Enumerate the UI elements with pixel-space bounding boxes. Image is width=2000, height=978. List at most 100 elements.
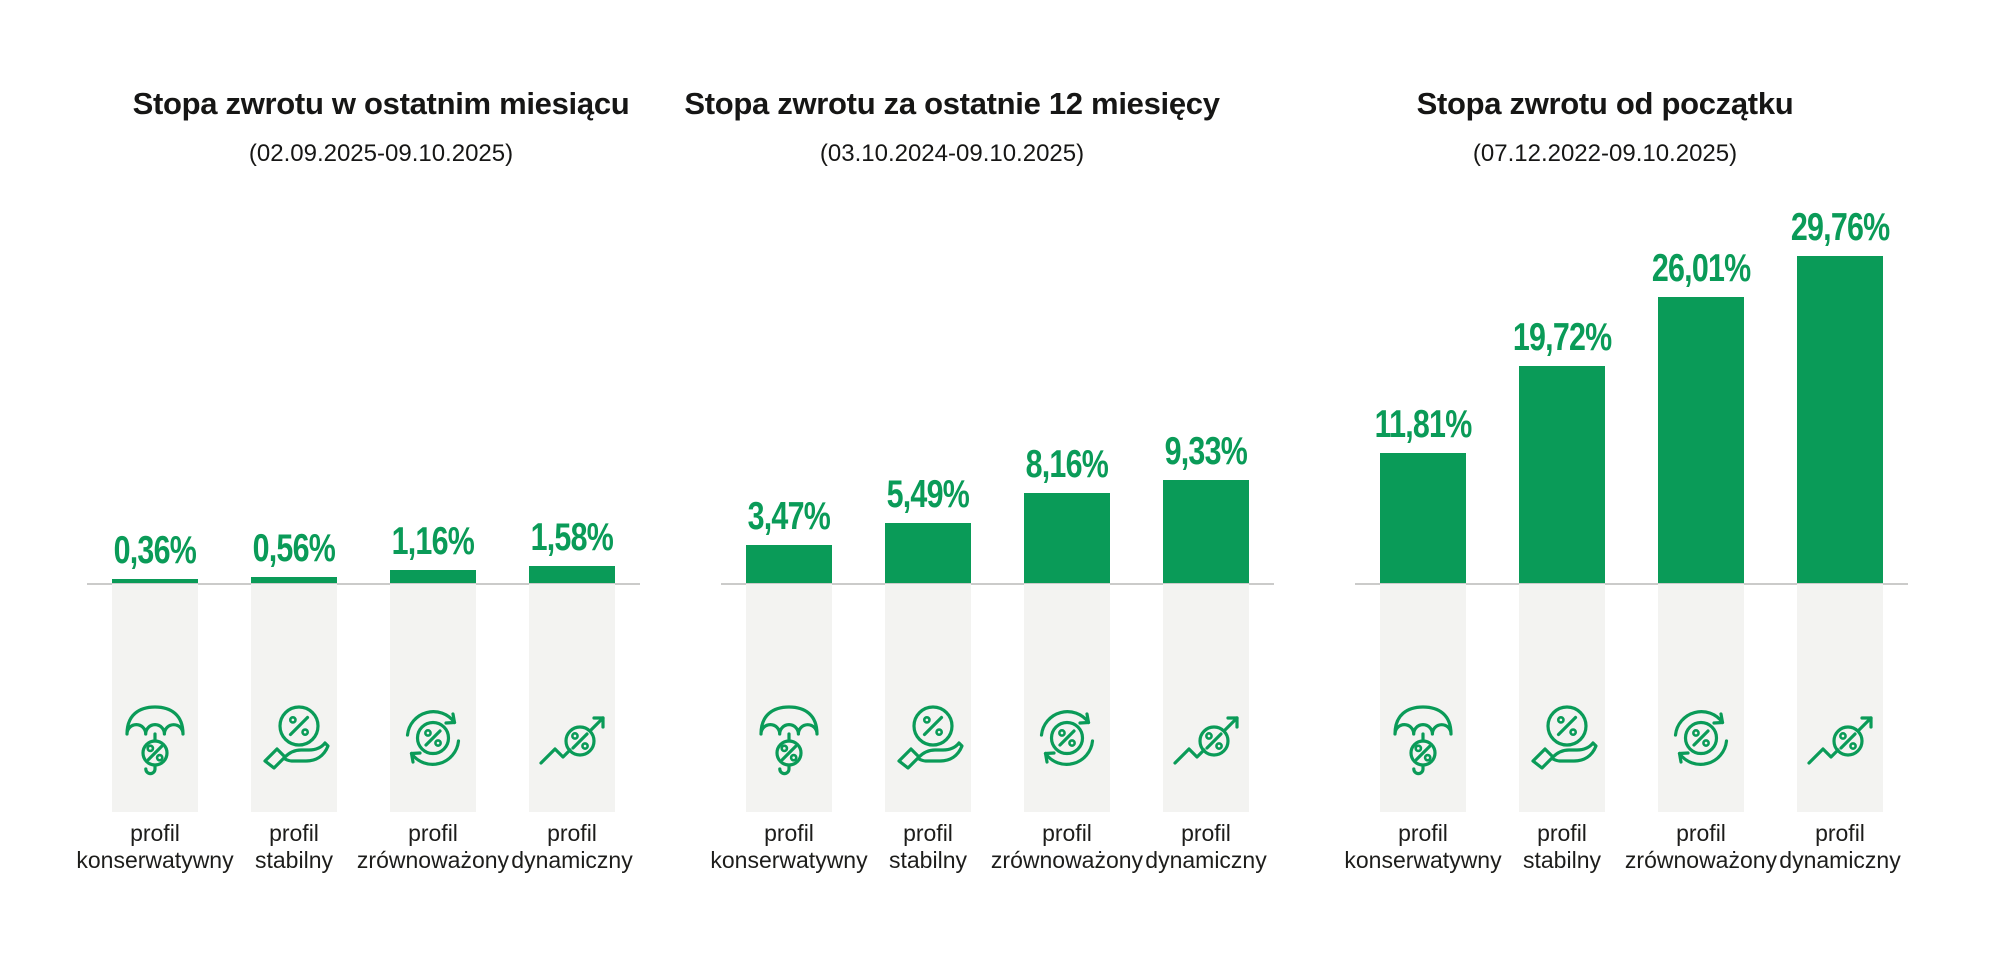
bar	[112, 579, 198, 583]
profile-label: profil zrównoważony	[318, 820, 548, 874]
profile-label-line1: profil	[1181, 820, 1231, 846]
profile-label: profil stabilny	[1447, 820, 1677, 874]
profile-label-line2: stabilny	[889, 847, 967, 873]
bar-value-text: 1,58%	[530, 516, 614, 559]
bar-value-text: 8,16%	[1025, 443, 1109, 486]
profile-label-line2: stabilny	[255, 847, 333, 873]
profile-label-line2: konserwatywny	[76, 847, 234, 873]
profile-column-bg	[1519, 584, 1605, 812]
bar-value-text: 0,36%	[113, 529, 197, 572]
bar-value-label: 19,72%	[1452, 318, 1672, 358]
profile-label: profil dynamiczny	[457, 820, 687, 874]
bar	[1797, 256, 1883, 583]
bar-value-label: 1,16%	[323, 522, 543, 562]
bar	[1163, 480, 1249, 583]
profile-column-bg	[746, 584, 832, 812]
profile-label: profil zrównoważony	[952, 820, 1182, 874]
profile-label: profil dynamiczny	[1091, 820, 1321, 874]
profile-label: profil zrównoważony	[1586, 820, 1816, 874]
axis-baseline	[721, 583, 1274, 585]
profile-column-bg	[1024, 584, 1110, 812]
profile-label-line2: dynamiczny	[511, 847, 633, 873]
bar	[1519, 366, 1605, 583]
refresh-percent-icon	[1029, 700, 1105, 776]
profile-label-line2: stabilny	[1523, 847, 1601, 873]
profile-label-line1: profil	[1815, 820, 1865, 846]
profile-column-bg	[1380, 584, 1466, 812]
trend-up-percent-icon	[534, 700, 610, 776]
trend-up-percent-icon	[1168, 700, 1244, 776]
profile-label-line2: konserwatywny	[710, 847, 868, 873]
bar-value-text: 1,16%	[391, 520, 475, 563]
umbrella-percent-icon	[751, 700, 827, 776]
bar	[529, 566, 615, 583]
bar-value-label: 0,36%	[45, 531, 265, 571]
chart-subtitle: (07.12.2022-09.10.2025)	[1472, 140, 1738, 167]
bar-value-text: 0,56%	[252, 527, 336, 570]
bar-value-label: 1,58%	[462, 518, 682, 558]
profile-column-bg	[390, 584, 476, 812]
bar	[1024, 493, 1110, 583]
profile-label-line1: profil	[1537, 820, 1587, 846]
profile-label-line2: dynamiczny	[1145, 847, 1267, 873]
umbrella-percent-icon	[1385, 700, 1461, 776]
profile-column-bg	[251, 584, 337, 812]
chart-title: Stopa zwrotu za ostatnie 12 miesięcy	[684, 86, 1220, 121]
axis-baseline	[87, 583, 640, 585]
chart-subtitle: (03.10.2024-09.10.2025)	[819, 140, 1085, 167]
bar	[746, 545, 832, 583]
bar	[251, 577, 337, 583]
profile-label: profil stabilny	[813, 820, 1043, 874]
profile-label: profil stabilny	[179, 820, 409, 874]
bar-value-text: 9,33%	[1164, 430, 1248, 473]
bar-value-label: 11,81%	[1313, 405, 1533, 445]
hand-percent-icon	[1524, 700, 1600, 776]
profile-column-bg	[885, 584, 971, 812]
profile-column-bg	[529, 584, 615, 812]
bar-value-label: 0,56%	[184, 529, 404, 569]
profile-column-bg	[112, 584, 198, 812]
bar-value-text: 11,81%	[1374, 403, 1473, 446]
profile-label: profil dynamiczny	[1725, 820, 1955, 874]
profile-column-bg	[1163, 584, 1249, 812]
chart-subtitle: (02.09.2025-09.10.2025)	[248, 140, 514, 167]
profile-label-line1: profil	[764, 820, 814, 846]
profile-label-line1: profil	[130, 820, 180, 846]
trend-up-percent-icon	[1802, 700, 1878, 776]
umbrella-percent-icon	[117, 700, 193, 776]
profile-label-line1: profil	[903, 820, 953, 846]
profile-label-line2: dynamiczny	[1779, 847, 1901, 873]
bar	[1380, 453, 1466, 583]
bar-value-text: 26,01%	[1651, 247, 1751, 290]
bar-value-text: 5,49%	[886, 473, 970, 516]
profile-label-line2: zrównoważony	[356, 847, 510, 873]
profile-label-line2: zrównoważony	[990, 847, 1144, 873]
refresh-percent-icon	[395, 700, 471, 776]
chart-title: Stopa zwrotu od początku	[1416, 86, 1794, 121]
hand-percent-icon	[256, 700, 332, 776]
profile-label-line1: profil	[269, 820, 319, 846]
profile-label-line2: konserwatywny	[1344, 847, 1502, 873]
profile-label-line1: profil	[408, 820, 458, 846]
profile-label: profil konserwatywny	[674, 820, 904, 874]
profile-label-line1: profil	[1042, 820, 1092, 846]
bar-value-text: 19,72%	[1512, 316, 1612, 359]
bar-value-label: 29,76%	[1730, 208, 1950, 248]
axis-baseline	[1355, 583, 1908, 585]
profile-label-line1: profil	[1676, 820, 1726, 846]
bar-value-label: 8,16%	[957, 445, 1177, 485]
bar-value-label: 5,49%	[818, 475, 1038, 515]
bar-value-text: 3,47%	[747, 495, 831, 538]
profile-column-bg	[1658, 584, 1744, 812]
profile-label: profil konserwatywny	[40, 820, 270, 874]
bar	[885, 523, 971, 583]
profile-label-line1: profil	[1398, 820, 1448, 846]
bar	[390, 570, 476, 583]
profile-label-line1: profil	[547, 820, 597, 846]
profile-label: profil konserwatywny	[1308, 820, 1538, 874]
bar-value-label: 26,01%	[1591, 249, 1811, 289]
chart-title: Stopa zwrotu w ostatnim miesiącu	[132, 86, 630, 121]
profile-label-line2: zrównoważony	[1624, 847, 1778, 873]
bar-value-label: 9,33%	[1096, 432, 1316, 472]
